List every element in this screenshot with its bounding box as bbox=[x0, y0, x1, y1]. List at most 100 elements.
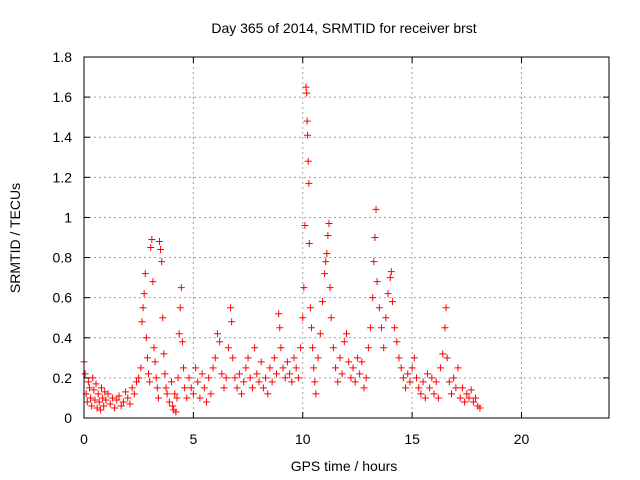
y-tick-label: 0 bbox=[64, 410, 72, 426]
y-axis-title: SRMTID / TECUs bbox=[7, 183, 23, 293]
data-point bbox=[233, 384, 241, 392]
y-tick-label: 1.4 bbox=[53, 129, 73, 145]
data-point bbox=[128, 384, 136, 392]
data-point bbox=[130, 390, 138, 398]
y-tick-label: 1.6 bbox=[53, 89, 73, 105]
data-point bbox=[410, 354, 418, 362]
data-point bbox=[262, 374, 270, 382]
y-tick-label: 0.4 bbox=[53, 330, 73, 346]
data-point bbox=[168, 378, 175, 386]
data-point bbox=[283, 358, 291, 366]
x-tick-labels: 0 5 10 15 20 bbox=[80, 431, 529, 447]
data-point bbox=[159, 314, 167, 322]
data-point bbox=[382, 314, 390, 322]
data-point bbox=[268, 378, 276, 386]
data-point bbox=[402, 384, 410, 392]
data-point bbox=[209, 364, 217, 372]
data-point bbox=[174, 374, 182, 382]
data-point bbox=[472, 394, 480, 402]
data-point bbox=[185, 374, 193, 382]
y-tick-label: 0.8 bbox=[53, 250, 73, 266]
data-point bbox=[224, 344, 232, 352]
data-point bbox=[180, 364, 188, 372]
data-point bbox=[340, 338, 348, 346]
data-point bbox=[318, 298, 326, 306]
data-point bbox=[426, 384, 434, 392]
data-point bbox=[94, 390, 102, 398]
x-tick-label: 5 bbox=[189, 431, 197, 447]
data-point bbox=[253, 370, 261, 378]
data-point bbox=[441, 324, 449, 332]
data-point bbox=[419, 378, 427, 386]
data-point bbox=[207, 390, 215, 398]
data-point bbox=[437, 364, 445, 372]
data-point bbox=[171, 390, 179, 398]
data-point bbox=[194, 378, 202, 386]
data-point bbox=[246, 374, 254, 382]
data-point bbox=[306, 304, 314, 312]
data-point bbox=[450, 374, 458, 382]
data-point bbox=[145, 370, 153, 378]
data-point bbox=[161, 370, 169, 378]
data-point bbox=[303, 89, 311, 97]
data-point bbox=[360, 384, 368, 392]
data-point bbox=[372, 205, 380, 213]
data-point bbox=[439, 350, 447, 358]
data-point bbox=[408, 364, 416, 372]
data-point bbox=[216, 338, 224, 346]
data-point bbox=[456, 394, 464, 402]
data-point bbox=[173, 394, 181, 402]
data-point bbox=[404, 370, 412, 378]
data-point bbox=[434, 394, 442, 402]
data-point bbox=[395, 354, 403, 362]
data-point bbox=[276, 324, 284, 332]
data-point bbox=[324, 231, 332, 239]
y-tick-label: 0.2 bbox=[53, 370, 73, 386]
data-point bbox=[297, 344, 305, 352]
data-point bbox=[292, 364, 300, 372]
data-point bbox=[192, 364, 200, 372]
data-point bbox=[362, 374, 370, 382]
data-point bbox=[172, 408, 180, 416]
data-point bbox=[338, 370, 346, 378]
data-point bbox=[327, 314, 335, 322]
data-point bbox=[364, 344, 372, 352]
data-point bbox=[281, 374, 289, 382]
data-point bbox=[124, 394, 132, 402]
data-point bbox=[288, 378, 296, 386]
data-point bbox=[358, 358, 366, 366]
data-point bbox=[378, 324, 385, 332]
data-point bbox=[336, 354, 344, 362]
data-point bbox=[369, 294, 377, 302]
data-point bbox=[322, 258, 330, 266]
data-point bbox=[388, 298, 396, 306]
data-point bbox=[111, 404, 119, 412]
data-point bbox=[126, 400, 134, 408]
data-point bbox=[90, 386, 98, 394]
data-point bbox=[345, 358, 353, 366]
data-point bbox=[158, 258, 166, 266]
data-point bbox=[175, 330, 183, 338]
y-tick-label: 1 bbox=[64, 209, 72, 225]
data-point bbox=[279, 364, 287, 372]
data-point bbox=[371, 234, 379, 241]
data-point bbox=[428, 374, 436, 382]
data-point bbox=[149, 278, 157, 286]
data-point bbox=[343, 330, 350, 338]
data-point bbox=[100, 402, 108, 410]
data-point bbox=[181, 384, 189, 392]
data-point bbox=[95, 398, 103, 406]
data-point bbox=[251, 344, 259, 352]
data-point bbox=[304, 131, 312, 139]
data-point bbox=[421, 394, 429, 402]
data-point bbox=[213, 330, 221, 338]
data-point bbox=[183, 394, 191, 402]
data-point bbox=[275, 310, 283, 318]
data-point bbox=[148, 236, 156, 244]
data-point bbox=[413, 374, 420, 382]
chart-title: Day 365 of 2014, SRMTID for receiver brs… bbox=[211, 20, 476, 36]
data-point bbox=[326, 284, 334, 292]
data-point bbox=[150, 344, 158, 352]
data-point bbox=[160, 350, 168, 358]
